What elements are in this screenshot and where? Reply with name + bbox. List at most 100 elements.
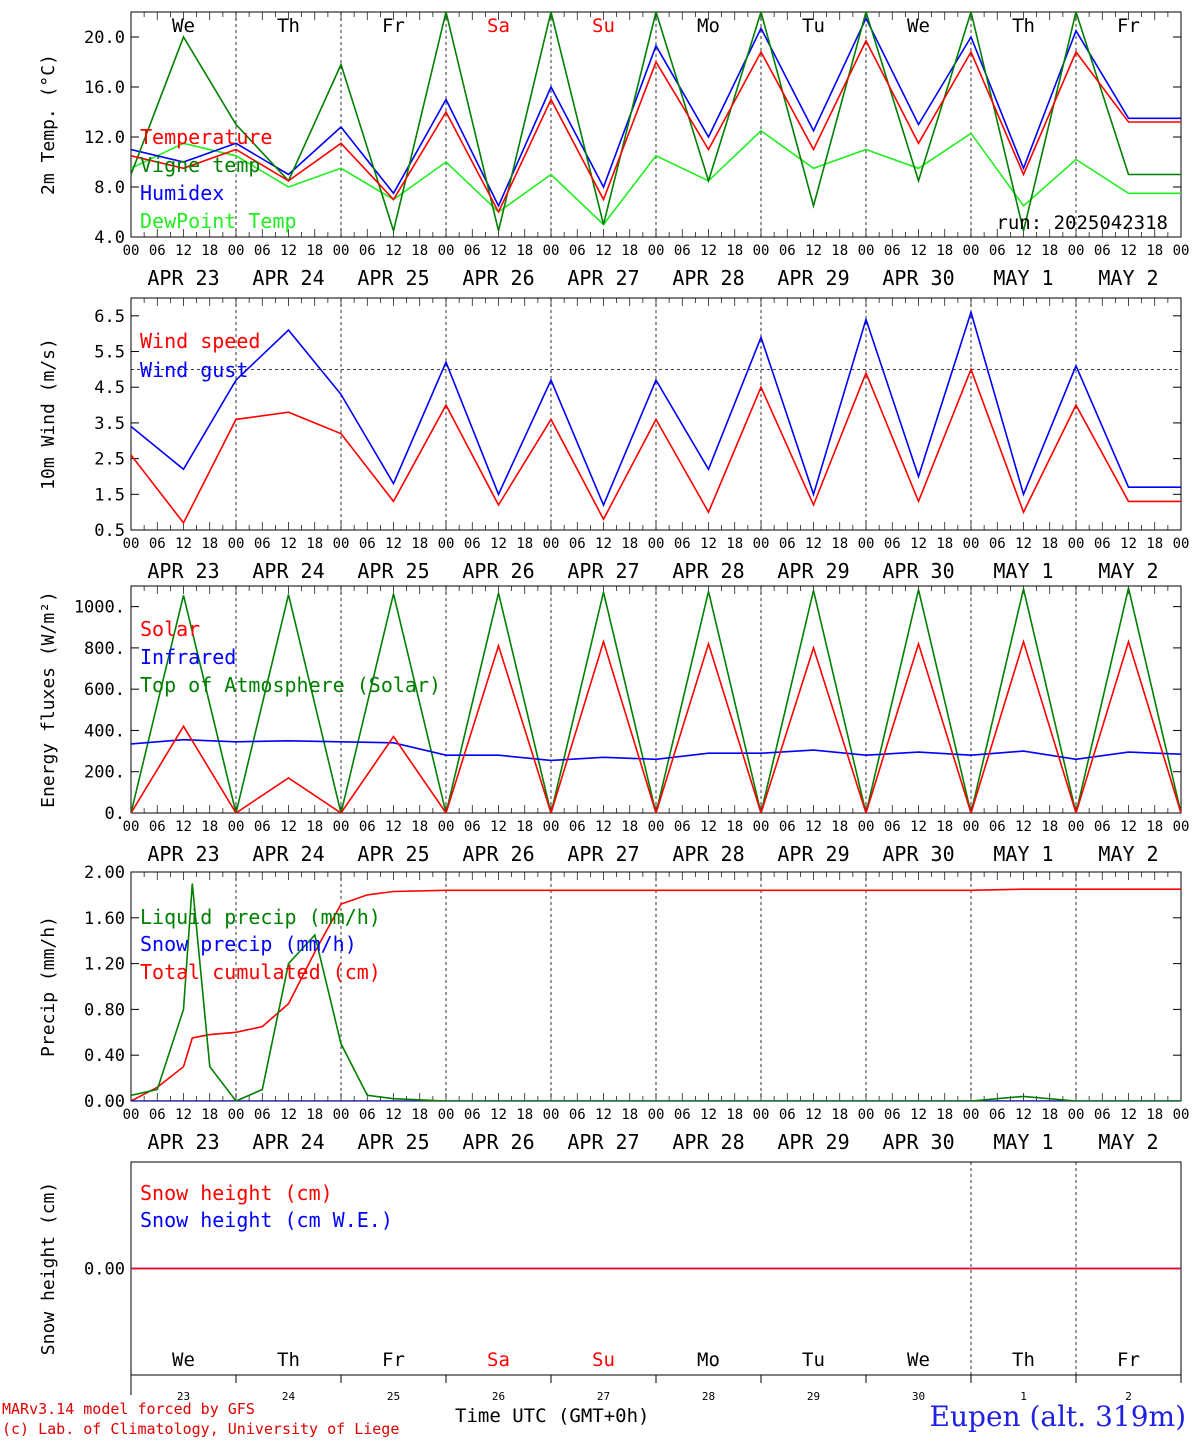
x-hour-label: 12: [1120, 1107, 1137, 1123]
x-hour-label: 06: [149, 819, 166, 835]
legend-entry: Vigne temp: [140, 153, 260, 177]
x-hour-label: 06: [464, 536, 481, 552]
x-hour-label: 06: [989, 819, 1006, 835]
x-hour-label: 06: [254, 1107, 271, 1123]
weekday-label: Sa: [487, 15, 510, 37]
y-tick-label: 0.00: [84, 1260, 125, 1280]
x-date-label: APR 23: [147, 559, 219, 583]
series-line-humidex: [131, 16, 1181, 208]
x-hour-label: 06: [674, 1107, 691, 1123]
x-hour-label: 00: [753, 536, 770, 552]
x-hour-label: 06: [1094, 819, 1111, 835]
y-tick-label: 4.0: [94, 228, 125, 248]
x-day-number: 1: [1020, 1390, 1027, 1403]
x-hour-label: 00: [333, 819, 350, 835]
x-hour-label: 06: [464, 819, 481, 835]
x-hour-label: 18: [831, 243, 848, 259]
x-hour-label: 12: [910, 819, 927, 835]
x-hour-label: 06: [254, 819, 271, 835]
x-hour-label: 18: [936, 1107, 953, 1123]
x-date-label: MAY 2: [1098, 559, 1158, 583]
x-hour-label: 12: [490, 1107, 507, 1123]
legend-entry: Snow height (cm): [140, 1181, 333, 1205]
weekday-label: Th: [277, 15, 300, 37]
x-hour-label: 12: [1015, 1107, 1032, 1123]
y-tick-label: 0.5: [94, 521, 125, 541]
x-hour-label: 18: [726, 1107, 743, 1123]
series-line-temperature: [131, 39, 1181, 214]
x-day-number: 2: [1125, 1390, 1132, 1403]
x-hour-label: 06: [779, 819, 796, 835]
x-day-number: 24: [282, 1390, 296, 1403]
x-hour-label: 00: [1173, 536, 1190, 552]
x-hour-label: 00: [543, 1107, 560, 1123]
x-date-label: APR 23: [147, 266, 219, 290]
x-hour-label: 06: [884, 243, 901, 259]
credit-lab: (c) Lab. of Climatology, University of L…: [2, 1420, 400, 1438]
x-hour-label: 06: [884, 819, 901, 835]
x-hour-label: 06: [989, 1107, 1006, 1123]
x-date-label: APR 24: [252, 1130, 324, 1154]
x-hour-label: 18: [306, 1107, 323, 1123]
legend-entry: Wind speed: [140, 329, 260, 353]
y-axis-label: 10m Wind (m/s): [38, 338, 59, 490]
x-date-label: APR 27: [567, 266, 639, 290]
x-hour-label: 00: [333, 536, 350, 552]
x-hour-label: 00: [333, 1107, 350, 1123]
x-hour-label: 18: [411, 1107, 428, 1123]
y-tick-label: 0.: [105, 804, 125, 824]
x-hour-label: 18: [201, 819, 218, 835]
x-hour-label: 12: [1015, 243, 1032, 259]
x-date-label: MAY 2: [1098, 842, 1158, 866]
weekday-label: Fr: [382, 1349, 405, 1371]
weekday-label: Th: [1012, 1349, 1035, 1371]
x-hour-label: 12: [910, 1107, 927, 1123]
x-hour-label: 18: [516, 243, 533, 259]
x-hour-label: 18: [306, 536, 323, 552]
x-hour-label: 12: [385, 243, 402, 259]
x-hour-label: 18: [201, 243, 218, 259]
x-hour-label: 06: [674, 536, 691, 552]
legend-entry: Temperature: [140, 125, 272, 149]
x-hour-label: 06: [989, 536, 1006, 552]
x-hour-label: 06: [779, 536, 796, 552]
x-hour-label: 12: [280, 1107, 297, 1123]
x-day-number: 29: [807, 1390, 820, 1403]
x-hour-label: 18: [1041, 1107, 1058, 1123]
series-line-total-cumulated-cm-: [131, 888, 1181, 1101]
legend-entry: Total cumulated (cm): [140, 960, 381, 984]
y-axis-label: Energy fluxes (W/m²): [38, 591, 59, 808]
y-tick-label: 0.40: [84, 1046, 125, 1066]
x-date-label: APR 28: [672, 266, 744, 290]
x-hour-label: 12: [700, 243, 717, 259]
x-day-number: 28: [702, 1390, 715, 1403]
x-hour-label: 18: [201, 1107, 218, 1123]
x-date-label: APR 24: [252, 266, 324, 290]
x-hour-label: 00: [753, 243, 770, 259]
panel-1: 4.0 8.0 12.0 16.0 20.0 2m Temp. (°C) Temperatu…: [38, 11, 1189, 290]
y-axis-label: Snow height (cm): [38, 1182, 59, 1355]
x-hour-label: 00: [438, 1107, 455, 1123]
weekday-label: We: [172, 1349, 195, 1371]
run-annotation: run: 2025042318: [996, 212, 1168, 234]
x-hour-label: 06: [674, 243, 691, 259]
x-hour-label: 00: [963, 819, 980, 835]
y-tick-label: 3.5: [94, 414, 125, 434]
y-tick-label: 20.0: [84, 28, 125, 48]
x-hour-label: 18: [831, 1107, 848, 1123]
x-hour-label: 18: [621, 1107, 638, 1123]
x-hour-label: 12: [700, 1107, 717, 1123]
x-hour-label: 12: [1120, 536, 1137, 552]
x-hour-label: 12: [805, 1107, 822, 1123]
x-date-label: APR 26: [462, 842, 534, 866]
panel-4: 0.00 0.40 0.80 1.20 1.60 2.00 Precip (mm/h) Liq…: [38, 863, 1189, 1154]
x-hour-label: 12: [490, 536, 507, 552]
x-hour-label: 00: [1173, 1107, 1190, 1123]
x-hour-label: 18: [726, 536, 743, 552]
y-tick-label: 6.5: [94, 307, 125, 327]
x-date-label: APR 25: [357, 266, 429, 290]
x-hour-label: 06: [779, 1107, 796, 1123]
weekday-label: Mo: [697, 15, 720, 37]
x-hour-label: 06: [569, 1107, 586, 1123]
